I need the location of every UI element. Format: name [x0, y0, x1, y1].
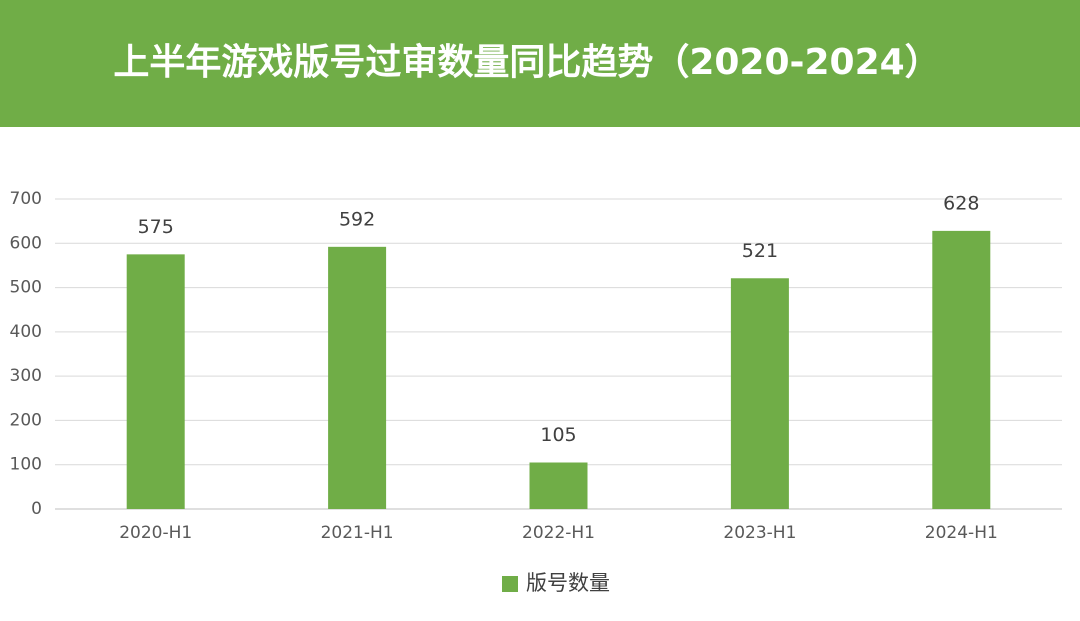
y-tick-label: 200: [10, 410, 42, 430]
bar: [328, 246, 387, 510]
value-label: 521: [742, 240, 778, 262]
x-tick-label: 2020-H1: [119, 523, 192, 543]
title-banner: [0, 0, 1080, 127]
x-tick-label: 2021-H1: [321, 523, 394, 543]
x-tick-label: 2022-H1: [522, 523, 595, 543]
y-tick-label: 400: [10, 322, 42, 342]
bar: [529, 462, 588, 509]
bar: [932, 230, 991, 509]
y-tick-label: 500: [10, 278, 42, 298]
chart-title: 上半年游戏版号过审数量同比趋势（2020-2024）: [113, 42, 940, 83]
bar: [730, 278, 789, 509]
y-tick-label: 100: [10, 455, 42, 475]
value-label: 628: [943, 192, 979, 214]
legend-swatch: [502, 576, 518, 592]
value-label: 105: [540, 424, 576, 446]
y-tick-label: 600: [10, 233, 42, 253]
bar: [126, 254, 185, 509]
y-tick-label: 0: [31, 499, 42, 519]
y-tick-label: 700: [10, 189, 42, 209]
y-tick-label: 300: [10, 366, 42, 386]
value-label: 592: [339, 208, 375, 230]
value-label: 575: [138, 216, 174, 238]
legend-label: 版号数量: [526, 571, 610, 595]
x-tick-label: 2024-H1: [925, 523, 998, 543]
x-tick-label: 2023-H1: [723, 523, 796, 543]
